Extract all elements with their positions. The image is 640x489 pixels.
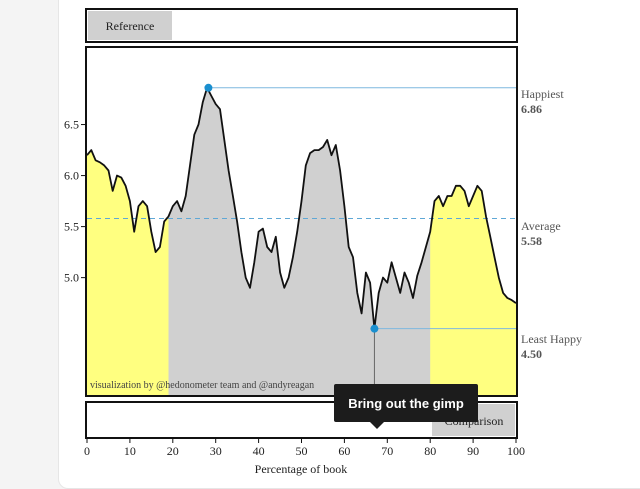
x-tick-label-10: 10 [124,444,136,458]
highlight-region-1 [430,185,516,395]
least-happy-marker [370,324,379,333]
axes: 0 10 20 30 40 50 60 70 80 90 100 5.0 5.5 6.0 6.5 [64,118,525,458]
x-tick-label-90: 90 [467,444,479,458]
x-tick-label-30: 30 [210,444,222,458]
tooltip-label: Bring out the gimp [348,395,464,411]
happiest-value: 6.86 [521,102,542,116]
x-tick-label-20: 20 [167,444,179,458]
tooltip: Bring out the gimp [334,384,478,429]
x-tick-label-100: 100 [507,444,525,458]
average-value: 5.58 [521,234,542,248]
average-label: Average [521,219,561,233]
x-tick-label-60: 60 [338,444,350,458]
least-happy-value: 4.50 [521,347,542,361]
happiest-marker [204,83,213,92]
x-axis-label: Percentage of book [255,462,348,476]
reference-button[interactable] [88,11,172,40]
x-tick-label-40: 40 [253,444,265,458]
y-tick-label-1: 5.5 [64,220,79,234]
happiness-line [86,86,517,330]
plot-frame [85,46,518,397]
x-tick-label-70: 70 [381,444,393,458]
plot-area [86,83,517,396]
y-tick-label-0: 5.0 [64,271,79,285]
x-tick-label-50: 50 [296,444,308,458]
y-tick-label-2: 6.0 [64,169,79,183]
credit-text: visualization by @hedonometer team and @… [90,380,314,391]
highlight-region-0 [87,150,169,395]
x-tick-label-0: 0 [84,444,90,458]
happiest-label: Happiest [521,87,564,101]
y-tick-label-3: 6.5 [64,118,79,132]
reference-button-label: Reference [106,19,155,33]
x-tick-label-80: 80 [424,444,436,458]
happiness-area [87,87,516,396]
least-happy-label: Least Happy [521,332,582,346]
